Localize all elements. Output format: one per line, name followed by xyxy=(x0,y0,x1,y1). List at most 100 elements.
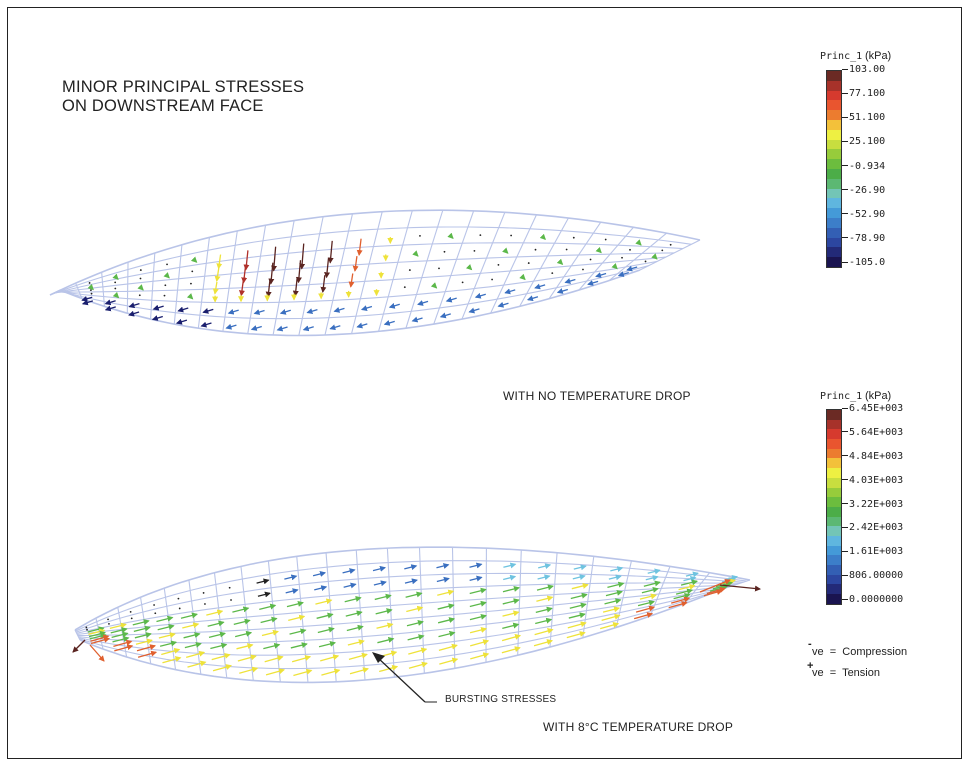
bottom-stress-arrow xyxy=(159,640,178,647)
bottom-mesh-grid-line xyxy=(188,579,202,675)
legend-top-swatch xyxy=(827,168,841,179)
bottom-stress-arrow-dot xyxy=(178,607,181,610)
bottom-mesh-contour-line xyxy=(77,585,734,637)
bottom-stress-arrow xyxy=(187,660,207,668)
bottom-stress-arrow xyxy=(109,622,127,629)
bottom-stress-arrow xyxy=(346,624,364,632)
legend-top-swatch xyxy=(827,208,841,218)
bottom-stress-arrow xyxy=(265,668,286,676)
bottom-stress-arrow xyxy=(405,591,423,598)
top-stress-arrow-dot xyxy=(497,263,500,266)
bottom-mesh-grid-line xyxy=(325,552,337,682)
top-stress-arrow xyxy=(238,280,245,297)
bottom-stress-arrow xyxy=(469,613,487,621)
bottom-stress-arrow xyxy=(570,592,588,600)
legend-top-swatch xyxy=(827,110,841,120)
legend-bottom-swatch xyxy=(827,487,841,498)
bottom-stress-arrow xyxy=(136,644,156,652)
top-stress-arrow-dot xyxy=(473,249,476,252)
top-mesh-grid-line xyxy=(405,210,444,329)
bottom-stress-arrow xyxy=(316,612,334,619)
bottom-stress-arrow xyxy=(315,598,333,605)
bottom-stress-arrow xyxy=(210,642,228,650)
top-stress-arrow-dot xyxy=(551,272,554,275)
bottom-mesh-contour-line xyxy=(79,588,724,670)
legend-top-swatch xyxy=(827,227,841,238)
top-stress-arrow xyxy=(299,243,306,270)
top-stress-arrow xyxy=(465,263,473,271)
bottom-stress-arrow-dot xyxy=(129,610,132,613)
legend-bottom-swatch xyxy=(827,535,841,546)
top-mesh-grid-line xyxy=(49,289,61,296)
bottom-stress-arrow xyxy=(535,617,553,625)
bottom-mesh-grid-line xyxy=(267,560,281,683)
bottom-edge-tension-arrow xyxy=(719,584,761,592)
top-stress-arrow xyxy=(556,258,564,266)
bottom-stress-arrow xyxy=(680,579,699,586)
legend-bottom-swatch xyxy=(827,448,841,459)
top-stress-arrow xyxy=(348,273,355,288)
bottom-stress-arrow xyxy=(114,644,134,652)
bottom-stress-arrow xyxy=(286,600,304,608)
top-mesh-grid-line xyxy=(247,225,267,334)
bottom-stress-arrow xyxy=(406,605,424,613)
legend-bottom-tick-label: 806.00000 xyxy=(842,570,903,581)
top-stress-arrow-dot xyxy=(491,278,493,281)
legend-top-tick-label: 77.100 xyxy=(842,88,885,99)
legend-bottom-variable: Princ_1 xyxy=(820,391,863,402)
top-mesh-grid-line xyxy=(578,226,634,291)
bottom-stress-arrow xyxy=(182,622,200,629)
bottom-stress-arrow-dot xyxy=(230,599,232,601)
bottom-stress-arrow xyxy=(502,586,520,593)
top-mesh-grid-line xyxy=(197,237,210,329)
top-stress-arrow xyxy=(214,268,221,283)
bottom-stress-arrow xyxy=(347,639,365,646)
bottom-stress-arrow xyxy=(600,622,620,630)
bottom-stress-arrow xyxy=(134,632,152,639)
top-stress-arrow xyxy=(320,275,327,293)
top-stress-arrow xyxy=(250,325,262,331)
pointer-arrowhead xyxy=(372,652,385,663)
bottom-stress-arrow xyxy=(377,636,395,644)
bottom-mesh-grid-line xyxy=(213,572,228,678)
top-stress-arrow-dot xyxy=(88,282,91,284)
top-stress-arrow xyxy=(87,283,94,291)
bottom-stress-arrow xyxy=(375,608,393,615)
bottom-edge-tension-arrow xyxy=(699,579,731,593)
legend-top-swatch xyxy=(827,139,841,150)
legend-bottom-swatch xyxy=(827,594,841,604)
bottom-stress-arrow xyxy=(317,626,335,634)
bottom-stress-arrow xyxy=(184,641,202,649)
bottom-stress-arrow xyxy=(261,629,279,637)
bottom-stress-arrow xyxy=(637,599,655,607)
bottom-stress-arrow xyxy=(537,574,551,581)
top-stress-arrow xyxy=(439,312,451,319)
bottom-stress-arrow-dot xyxy=(130,617,133,620)
bottom-stress-arrow xyxy=(436,563,450,569)
legend-bottom-swatch xyxy=(827,468,841,478)
bottom-stress-arrow xyxy=(502,610,520,617)
top-stress-arrow xyxy=(497,301,509,308)
bottom-stress-arrow-dot xyxy=(108,622,110,625)
bottom-stress-arrow xyxy=(502,598,520,605)
legend-bottom-title: Princ_1 (kPa) xyxy=(820,390,891,402)
bottom-stress-arrow xyxy=(344,596,362,603)
bottom-stress-arrow xyxy=(645,575,659,581)
top-stress-arrow xyxy=(177,306,189,313)
bottom-stress-arrow xyxy=(263,642,281,650)
bottom-stress-arrow xyxy=(608,574,622,581)
bottom-stress-arrow xyxy=(670,596,691,604)
top-mesh-grid-line xyxy=(639,239,701,271)
bottom-stress-arrow xyxy=(135,638,153,645)
top-mesh-grid-line xyxy=(433,210,475,325)
legend-top-swatch xyxy=(827,237,841,248)
bottom-stress-arrow xyxy=(256,578,270,585)
legend-top-tick-label: -0.934 xyxy=(842,161,885,172)
top-stress-arrow xyxy=(200,321,212,328)
bottom-stress-arrow xyxy=(605,589,623,597)
callout-bursting-stresses: BURSTING STRESSES xyxy=(445,694,557,705)
top-stress-arrow-dot xyxy=(139,269,142,271)
bottom-stress-arrow xyxy=(404,564,418,571)
bottom-stress-arrow xyxy=(501,634,522,642)
bottom-stress-arrow xyxy=(183,632,201,639)
